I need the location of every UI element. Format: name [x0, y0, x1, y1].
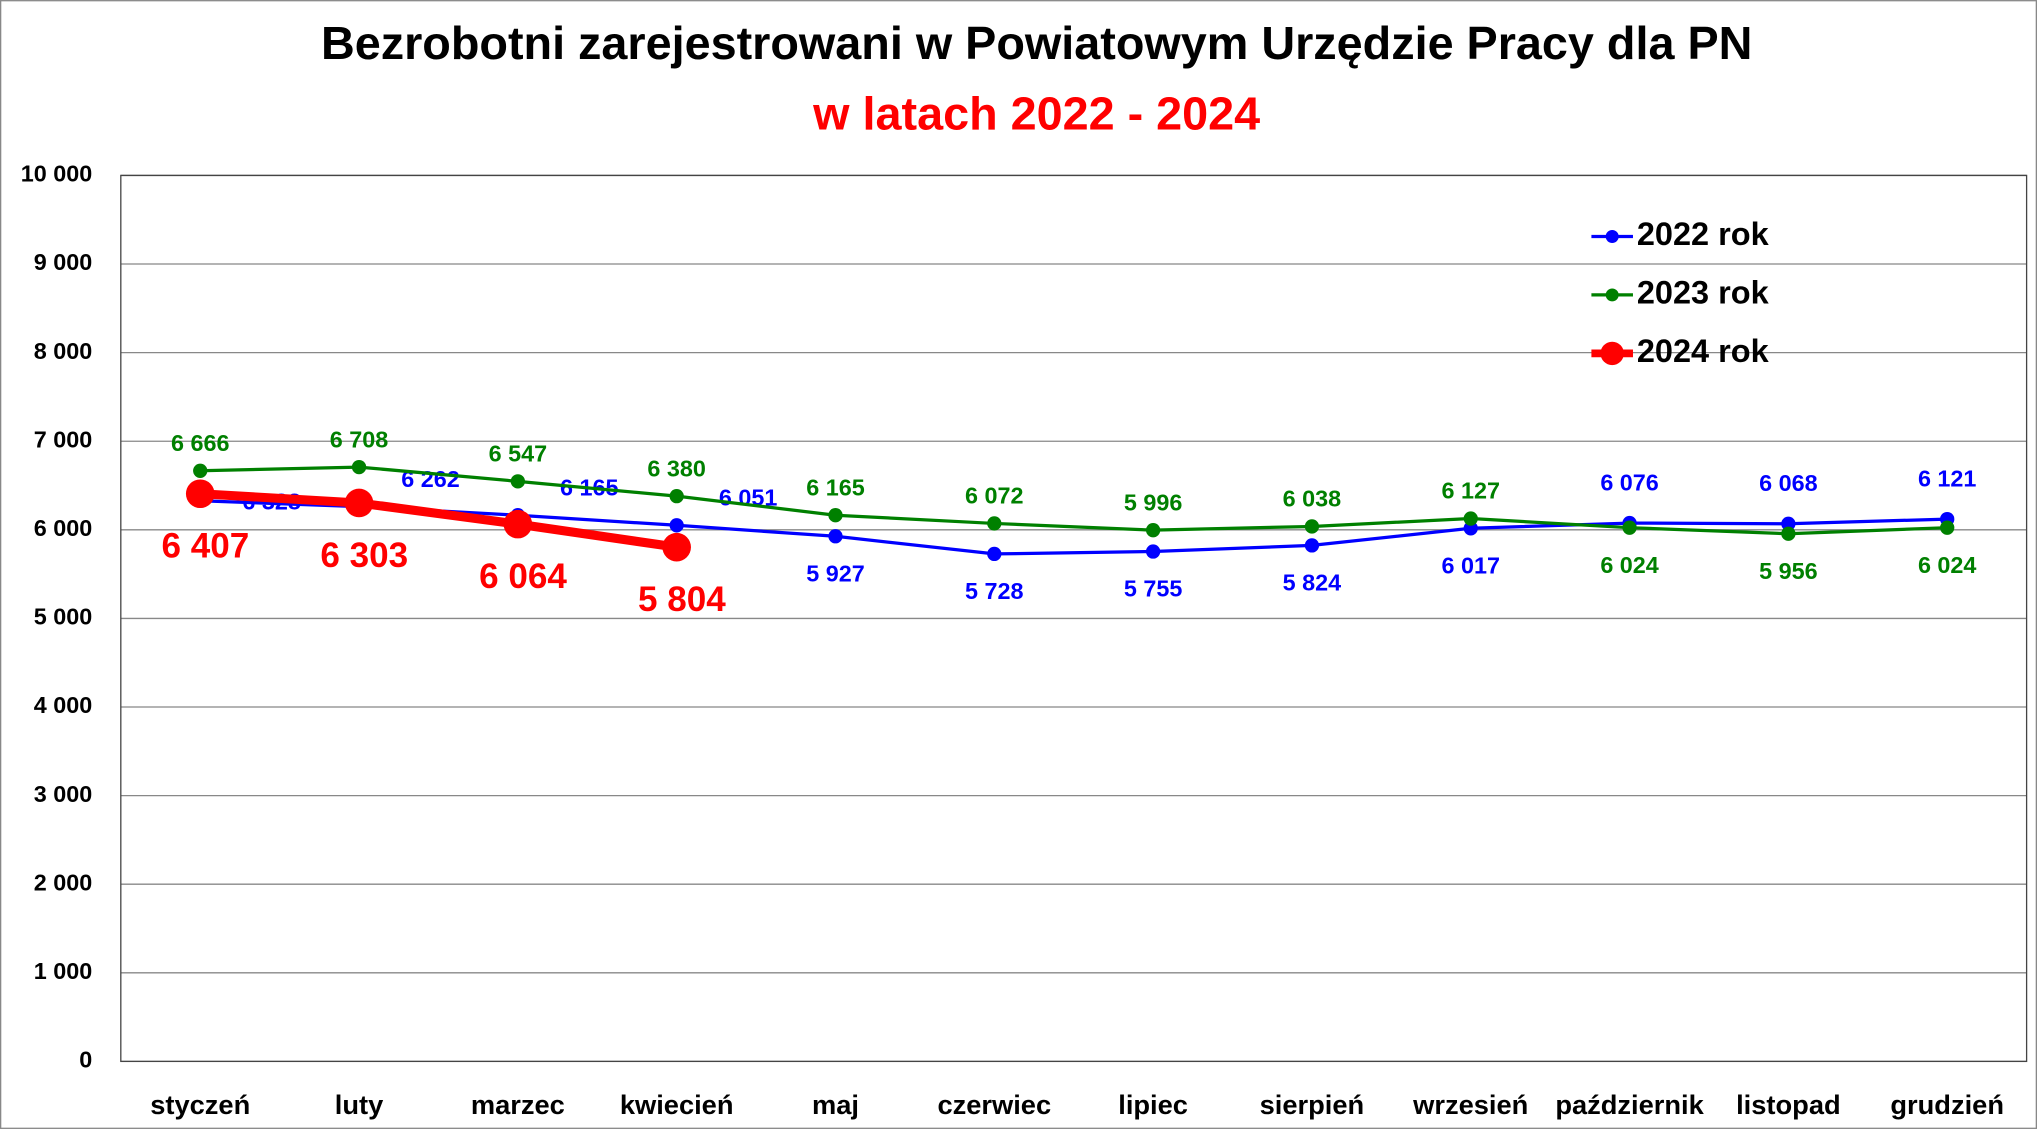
point	[510, 474, 526, 489]
point	[503, 509, 533, 539]
point	[1463, 511, 1478, 526]
data-label: 6 407	[162, 527, 250, 566]
data-label: 6 380	[647, 455, 706, 481]
x-tick-label: czerwiec	[937, 1089, 1051, 1120]
y-tick-label: 4 000	[34, 692, 93, 718]
x-tick-label: marzec	[471, 1089, 565, 1120]
data-label: 5 956	[1759, 558, 1818, 584]
chart-title: Bezrobotni zarejestrowani w Powiatowym U…	[321, 17, 1752, 69]
data-label: 6 127	[1442, 478, 1501, 504]
data-label: 5 755	[1124, 576, 1183, 602]
y-tick-label: 8 000	[34, 338, 93, 364]
data-label: 5 927	[806, 560, 865, 586]
plot-frame	[120, 174, 2028, 1063]
x-tick-label: sierpień	[1260, 1089, 1365, 1120]
data-label: 5 996	[1124, 489, 1183, 515]
point	[193, 463, 208, 478]
x-tick-label: styczeń	[150, 1089, 250, 1120]
data-label: 6 547	[489, 441, 547, 467]
x-tick-label: październik	[1555, 1089, 1704, 1120]
point	[828, 508, 843, 523]
point	[1781, 526, 1796, 541]
point	[828, 529, 843, 544]
point	[1145, 544, 1161, 559]
point	[669, 518, 684, 533]
x-tick-label: lipiec	[1118, 1089, 1188, 1120]
y-tick-label: 3 000	[34, 781, 93, 807]
point	[185, 479, 215, 509]
legend-label: 2022 rok	[1637, 216, 1770, 252]
legend-marker	[1605, 229, 1619, 243]
point	[1940, 520, 1955, 535]
data-label: 6 708	[330, 426, 389, 452]
legend-marker	[1605, 288, 1619, 302]
data-label: 6 303	[320, 536, 408, 575]
data-label: 6 064	[479, 557, 567, 596]
data-label: 6 024	[1600, 552, 1659, 578]
series-line	[200, 465, 1948, 536]
point	[662, 532, 691, 562]
x-tick-label: kwiecień	[620, 1089, 734, 1120]
data-label: 6 072	[965, 483, 1024, 509]
y-tick-label: 2 000	[34, 869, 93, 895]
y-tick-label: 6 000	[34, 515, 93, 541]
legend-label: 2024 rok	[1637, 333, 1770, 369]
y-tick-label: 5 000	[34, 604, 93, 630]
point	[344, 488, 374, 518]
data-label: 5 728	[965, 578, 1024, 604]
data-label: 6 076	[1600, 469, 1659, 495]
x-tick-label: listopad	[1736, 1089, 1841, 1120]
point	[1622, 520, 1637, 535]
point	[987, 516, 1002, 531]
x-tick-label: luty	[335, 1089, 384, 1120]
y-tick-label: 10 000	[21, 161, 93, 187]
x-tick-label: wrzesień	[1412, 1089, 1528, 1120]
x-tick-label: grudzień	[1890, 1089, 2004, 1120]
point	[669, 489, 684, 504]
point	[987, 546, 1002, 562]
point	[1781, 516, 1796, 531]
point	[1304, 519, 1320, 534]
point	[1304, 538, 1320, 553]
point	[351, 459, 367, 475]
data-label: 6 121	[1918, 465, 1976, 491]
point	[1145, 523, 1161, 538]
data-label: 5 824	[1283, 570, 1342, 596]
data-label: 6 038	[1283, 486, 1342, 512]
legend-label: 2023 rok	[1637, 275, 1770, 311]
series-line	[200, 499, 1948, 556]
y-tick-label: 9 000	[34, 249, 93, 275]
data-label: 6 068	[1759, 470, 1818, 496]
data-label: 5 804	[638, 580, 726, 619]
x-tick-label: maj	[812, 1089, 859, 1120]
legend-marker	[1600, 341, 1624, 366]
y-tick-label: 1 000	[34, 958, 93, 984]
data-label: 6 262	[401, 466, 460, 492]
data-label: 6 017	[1442, 552, 1501, 578]
data-label: 6 165	[806, 474, 865, 500]
data-label: 6 024	[1918, 552, 1976, 578]
y-tick-label: 0	[79, 1047, 92, 1073]
y-tick-label: 7 000	[34, 426, 93, 452]
chart-subtitle: w latach 2022 - 2024	[812, 87, 1260, 139]
series-line	[199, 489, 678, 552]
data-label: 6 666	[171, 430, 230, 456]
